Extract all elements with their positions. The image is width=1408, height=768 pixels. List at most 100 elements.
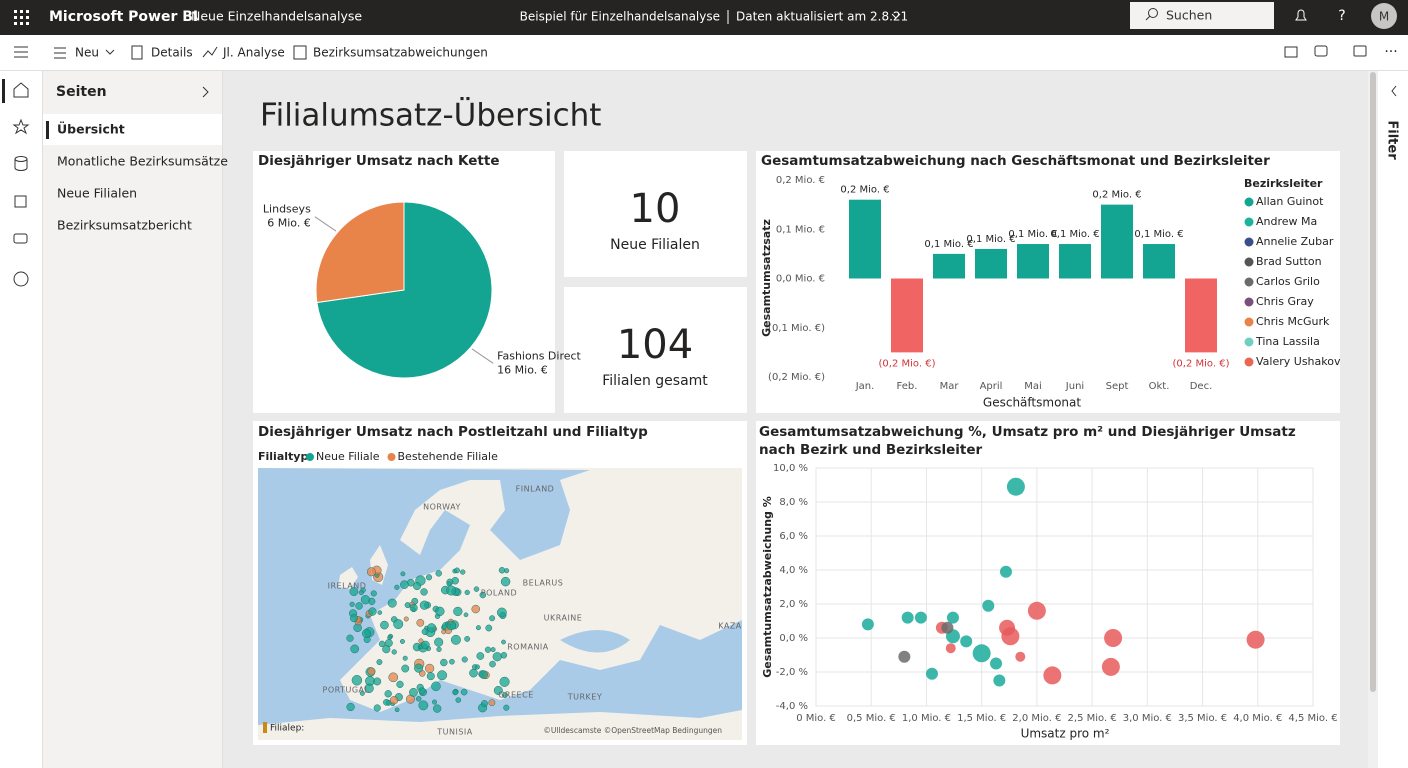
tile[interactable] <box>564 151 747 277</box>
x-axis-label: Umsatz pro m² <box>1021 727 1110 741</box>
x-tick-label: Feb. <box>897 381 918 392</box>
page-link[interactable]: Monatliche Bezirksumsätze <box>57 154 228 169</box>
comment[interactable] <box>1314 45 1328 57</box>
selected-indicator <box>46 121 49 139</box>
learn[interactable] <box>13 233 28 244</box>
map-bubble <box>376 659 383 666</box>
print[interactable] <box>1284 46 1298 58</box>
chevron[interactable] <box>891 13 901 19</box>
legend-label: Chris McGurk <box>1256 315 1330 328</box>
map-label: ROMANIA <box>507 643 549 652</box>
scatter-point <box>990 657 1003 670</box>
search-box[interactable] <box>1130 2 1274 29</box>
tile[interactable] <box>756 421 1340 745</box>
map-bubble <box>419 600 429 610</box>
chart-title: Gesamtumsatzabweichung nach Geschäftsmon… <box>761 153 1270 169</box>
legend-title: Bezirksleiter <box>1244 177 1323 190</box>
map-bubble <box>389 696 399 705</box>
map-bubble <box>476 652 485 660</box>
map-bubble <box>460 569 466 575</box>
brand[interactable]: Microsoft Power BI <box>49 9 198 25</box>
map-label: POLAND <box>481 589 517 598</box>
page-link[interactable]: Übersicht <box>57 122 125 137</box>
chevron[interactable] <box>105 49 115 55</box>
map-bubble <box>426 623 437 633</box>
map-label: PORTUGAL <box>323 686 370 695</box>
map-bubble <box>436 646 442 653</box>
scrollbar-thumb[interactable] <box>1370 72 1376 692</box>
map-bubble <box>413 582 422 591</box>
legend-swatch <box>1244 197 1254 207</box>
chart-title-box: Gesamtumsatzabweichung %, Umsatz pro m² … <box>759 424 1296 458</box>
map-bubble <box>387 598 397 608</box>
apps[interactable] <box>14 195 27 208</box>
toolbar-item[interactable]: Details <box>151 46 193 60</box>
bar <box>975 248 1007 279</box>
scatter-point <box>898 650 911 663</box>
map-bubble <box>490 647 496 653</box>
scatter-point <box>1101 657 1120 676</box>
map-bubble <box>420 588 428 596</box>
report-name[interactable]: Neue Einzelhandelsanalyse <box>191 9 362 24</box>
data-hub[interactable] <box>14 159 28 171</box>
scatter-point <box>914 611 927 624</box>
chat[interactable] <box>1353 45 1367 57</box>
map-bubble <box>499 676 510 687</box>
favorites[interactable] <box>12 118 30 135</box>
sample-name: Beispiel für Einzelhandelsanalyse <box>520 10 720 24</box>
map-bubble <box>425 663 435 674</box>
map-bubble <box>475 625 481 631</box>
app-launcher[interactable] <box>14 10 29 25</box>
rail-selected <box>2 79 5 103</box>
home[interactable] <box>13 82 29 98</box>
map-bubble <box>360 595 371 605</box>
page-link[interactable]: Bezirksumsatzbericht <box>57 218 192 233</box>
map-bubble <box>434 637 444 647</box>
map-bubble <box>368 607 377 616</box>
map-label: BELARUS <box>523 579 564 588</box>
y-tick-label: (0,2 Mio. €) <box>768 372 825 383</box>
value-label: 0,2 Mio. € <box>840 185 889 196</box>
toolbar-item[interactable]: Neu <box>75 46 99 60</box>
more[interactable]: ··· <box>1384 44 1397 60</box>
bar <box>933 253 965 279</box>
notifications[interactable] <box>1295 9 1307 21</box>
map-bubble <box>498 567 506 574</box>
tile[interactable] <box>756 151 1340 413</box>
bar <box>849 199 881 279</box>
scatter-point <box>941 621 954 634</box>
bar <box>1059 244 1091 279</box>
map-bubble <box>349 614 358 623</box>
tile[interactable] <box>564 287 747 413</box>
map-bubble <box>414 663 424 673</box>
filter-title[interactable]: Filter <box>1385 120 1400 160</box>
map-bubble <box>418 700 429 711</box>
avatar[interactable] <box>1371 3 1397 29</box>
x-axis-label: Geschäftsmonat <box>983 396 1081 410</box>
map-bubble <box>500 576 511 587</box>
nav-toggle[interactable] <box>14 46 28 58</box>
map-bubble <box>464 635 471 642</box>
y-tick-label: 6,0 % <box>779 531 808 542</box>
y-tick-label: 4,0 % <box>779 565 808 576</box>
map-bubble <box>364 683 374 693</box>
search-icon <box>1145 15 1151 21</box>
legend-swatch <box>1244 237 1254 247</box>
refreshed[interactable]: Daten aktualisiert am 2.8.21 <box>736 10 908 24</box>
page-link[interactable]: Neue Filialen <box>57 186 137 201</box>
map-bubble <box>382 645 391 654</box>
help[interactable]: ? <box>1338 8 1345 24</box>
workspaces[interactable] <box>13 271 29 287</box>
map-bubble <box>416 618 425 627</box>
y-tick-label: 10,0 % <box>773 463 808 474</box>
map-bubble <box>361 628 372 639</box>
x-tick-label: 2,5 Mio. € <box>1068 713 1117 724</box>
collapse-pages[interactable] <box>202 86 209 98</box>
expand-filter[interactable] <box>1391 85 1397 97</box>
map-bubble <box>485 624 493 632</box>
toolbar-item[interactable]: Jl. Analyse <box>222 46 285 60</box>
legend-label: Chris Gray <box>1256 295 1314 308</box>
map-bubble <box>480 700 488 708</box>
toolbar-item[interactable]: Bezirksumsatzabweichungen <box>313 46 488 60</box>
map-bubble <box>454 567 460 574</box>
